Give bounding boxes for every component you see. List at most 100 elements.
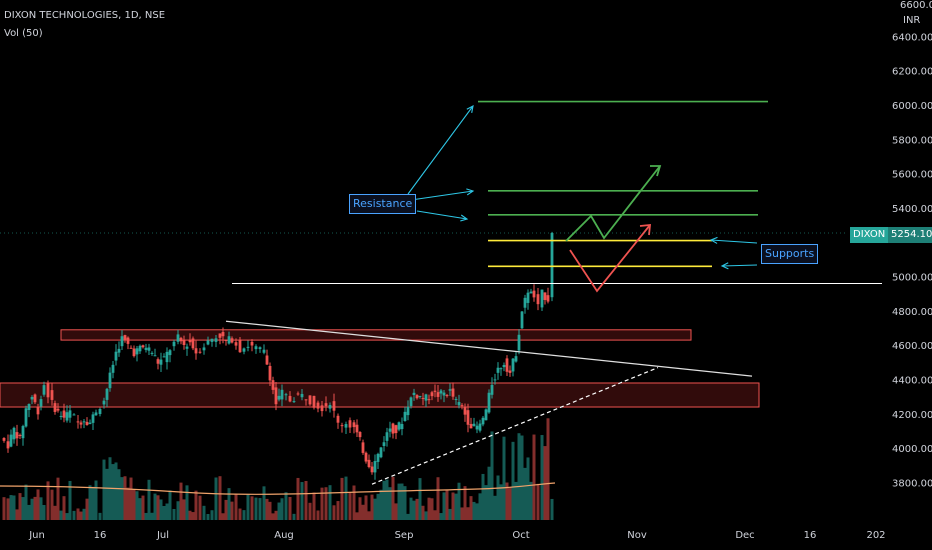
candle-body (388, 428, 392, 432)
volume-bar (424, 511, 428, 520)
candle-body (288, 395, 292, 402)
candle-body (493, 379, 497, 381)
candle-body (427, 399, 431, 401)
volume-bar (218, 476, 222, 520)
candle-body (33, 394, 37, 403)
volume-bar (150, 512, 154, 520)
volume-bar (523, 467, 527, 520)
candle-body (296, 393, 300, 395)
descending-trend-line (225, 320, 753, 377)
candle-body (300, 393, 304, 398)
candle-body (39, 399, 43, 407)
volume-bar (348, 492, 352, 520)
arrow-to-5360 (416, 210, 468, 220)
candlesticks (2, 231, 554, 480)
volume-bar (409, 497, 413, 520)
volume-bar (442, 492, 446, 520)
candle-body (448, 389, 452, 391)
volume-bar (188, 510, 192, 520)
price-tick-label: 5800.00 (892, 135, 932, 146)
price-tag-value: 5254.10 (888, 227, 932, 243)
volume-bar (234, 493, 238, 520)
candle-body (352, 422, 356, 428)
volume-bar (62, 496, 66, 520)
candle-body (162, 356, 166, 358)
volume-bar (454, 493, 458, 520)
volume-bar (508, 486, 512, 520)
volume-bar (202, 505, 206, 520)
volume-bar (114, 462, 118, 520)
volume-bar (385, 479, 389, 520)
volume-bar (2, 497, 6, 520)
volume-bar (484, 485, 488, 520)
chart-title: DIXON TECHNOLOGIES, 1D, NSE (4, 10, 166, 21)
volume-bar (502, 436, 506, 520)
candle-body (120, 336, 124, 347)
volume-bar (344, 476, 348, 520)
candle-body (439, 390, 443, 394)
time-tick-label: Jul (156, 530, 169, 541)
volume-bars (0, 418, 556, 520)
volume-bar (367, 511, 371, 520)
price-axis-top-label: 6600.00 (900, 0, 932, 11)
volume-bar (85, 498, 89, 520)
volume-bar (88, 485, 92, 520)
candle-body (361, 442, 365, 453)
price-tick-label: 3800.00 (892, 479, 932, 490)
volume-bar (292, 513, 296, 520)
candle-body (409, 397, 413, 407)
price-tick-label: 4200.00 (892, 410, 932, 421)
volume-bar (271, 513, 275, 520)
candle-body (517, 334, 521, 351)
price-tick-label: 4400.00 (892, 376, 932, 387)
volume-bar (496, 475, 500, 520)
candle-body (316, 402, 320, 409)
candle-body (397, 422, 401, 430)
volume-bar (460, 507, 464, 520)
arrow-to-5210 (710, 239, 758, 244)
volume-bar (514, 481, 518, 520)
candle-body (511, 358, 515, 372)
volume-bar (258, 498, 262, 520)
candle-body (238, 339, 242, 353)
volume-bar (400, 483, 404, 520)
candle-body (159, 359, 163, 365)
pullback-projection (569, 224, 651, 293)
volume-bar (191, 512, 195, 520)
volume-indicator-label[interactable]: Vol (50) (4, 28, 43, 39)
volume-bar (451, 492, 455, 520)
volume-bar (206, 513, 210, 520)
candle-body (21, 426, 25, 439)
candle-body (88, 422, 92, 425)
volume-bar (27, 504, 31, 520)
candle-body (156, 359, 160, 364)
volume-bar (53, 505, 57, 520)
volume-bar (364, 495, 368, 520)
volume-bar (65, 513, 69, 520)
candle-body (24, 408, 28, 427)
candle-body (15, 432, 19, 439)
volume-bar (198, 495, 202, 520)
price-tick-label: 4600.00 (892, 341, 932, 352)
candle-body (280, 389, 284, 400)
candle-body (546, 295, 550, 302)
candle-body (18, 434, 22, 436)
candle-body (202, 347, 206, 351)
candle-body (102, 400, 106, 405)
candle-body (168, 350, 172, 356)
volume-bar (72, 510, 76, 520)
candle-body (526, 292, 530, 303)
time-tick-label: 16 (94, 530, 107, 541)
volume-bar (82, 508, 86, 520)
volume-bar (265, 498, 269, 520)
candle-body (367, 459, 371, 468)
resistance-zone (60, 329, 692, 341)
candle-body (466, 410, 470, 425)
volume-bar (373, 498, 377, 520)
volume-bar (165, 503, 169, 520)
ascending-trend-line (371, 366, 659, 485)
volume-bar (382, 480, 386, 520)
volume-bar (332, 505, 336, 520)
volume-bar (540, 435, 544, 520)
